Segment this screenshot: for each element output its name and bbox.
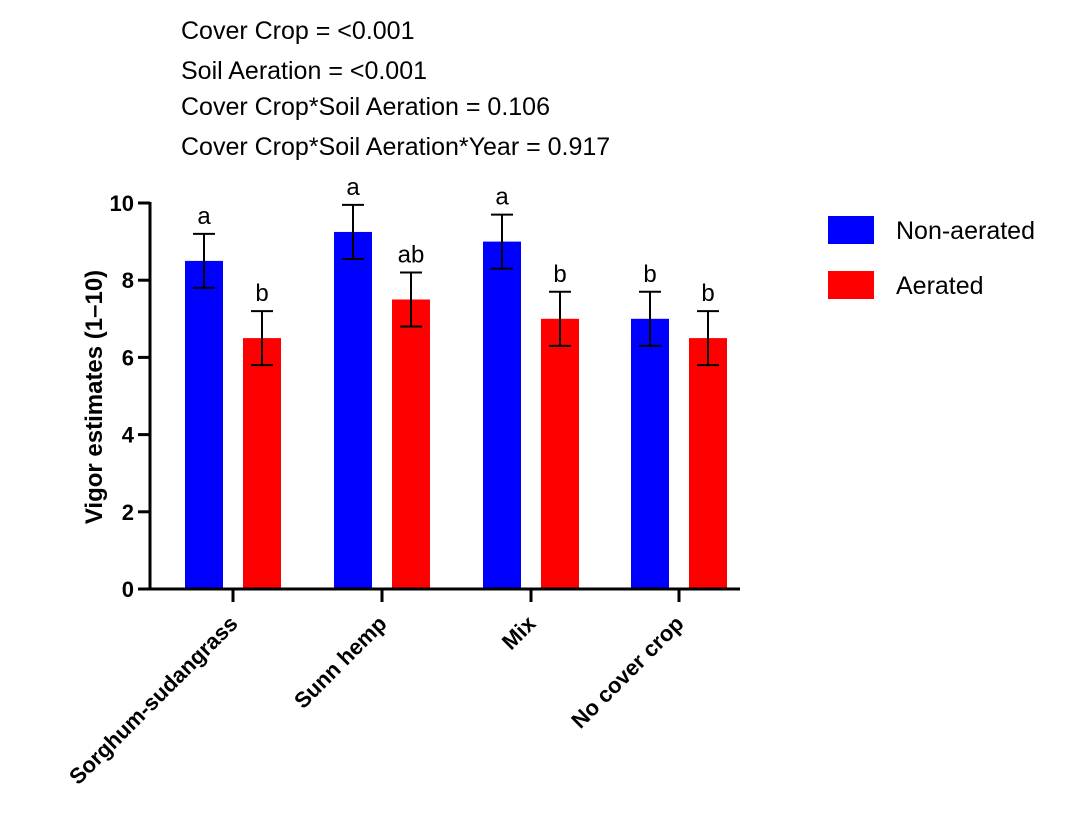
bar-aerated-2 xyxy=(541,318,579,589)
y-tick-label: 10 xyxy=(110,191,134,216)
bar-aerated-3 xyxy=(689,338,727,589)
y-tick-label: 8 xyxy=(122,268,134,293)
annotation-cover-crop: Cover Crop = <0.001 xyxy=(181,17,414,45)
statistics-annotations: Cover Crop = <0.001 Soil Aeration = <0.0… xyxy=(181,17,610,161)
significance-letter: b xyxy=(255,280,268,307)
x-category-label: No cover crop xyxy=(566,611,688,733)
annotation-three-way-interaction: Cover Crop*Soil Aeration*Year = 0.917 xyxy=(181,133,610,161)
bar-non-aerated-1 xyxy=(334,231,372,589)
significance-letter: a xyxy=(346,174,360,201)
bar-aerated-0 xyxy=(243,338,281,589)
x-category-label: Sorghum-sudangrass xyxy=(64,611,242,789)
legend: Non-aerated Aerated xyxy=(828,216,1035,300)
error-bar xyxy=(251,310,273,367)
bar-non-aerated-0 xyxy=(185,260,223,589)
significance-letter: b xyxy=(701,280,714,307)
error-bar xyxy=(549,290,571,347)
error-bar xyxy=(342,203,364,260)
x-axis: Sorghum-sudangrass Sunn hemp Mix No cover c… xyxy=(64,587,740,789)
bar-non-aerated-2 xyxy=(483,241,521,589)
legend-swatch xyxy=(828,271,874,299)
legend-label: Non-aerated xyxy=(896,217,1035,245)
legend-label: Aerated xyxy=(896,272,984,300)
x-category-label: Mix xyxy=(497,610,541,654)
error-bar xyxy=(697,310,719,367)
y-tick-label: 2 xyxy=(122,500,134,525)
y-axis: 0 2 4 6 8 10 xyxy=(110,191,152,602)
bar-aerated-1 xyxy=(392,299,430,589)
error-bar xyxy=(639,290,661,347)
significance-letter: a xyxy=(495,184,509,211)
bar-non-aerated-3 xyxy=(631,318,669,589)
error-bar xyxy=(193,232,215,289)
y-axis-title: Vigor estimates (1–10) xyxy=(81,270,108,524)
annotation-soil-aeration: Soil Aeration = <0.001 xyxy=(181,57,427,85)
legend-swatch xyxy=(828,216,874,244)
significance-letter: a xyxy=(197,203,211,230)
error-bar xyxy=(400,271,422,328)
annotation-cover-crop-soil-aeration: Cover Crop*Soil Aeration = 0.106 xyxy=(181,93,550,121)
x-category-label: Sunn hemp xyxy=(289,611,391,713)
y-tick-label: 0 xyxy=(122,577,134,602)
significance-letter: b xyxy=(643,261,656,288)
y-tick-label: 4 xyxy=(122,423,135,448)
significance-letter: ab xyxy=(398,241,425,268)
y-tick-label: 6 xyxy=(122,345,134,370)
significance-letter: b xyxy=(553,261,566,288)
error-bar xyxy=(491,213,513,270)
